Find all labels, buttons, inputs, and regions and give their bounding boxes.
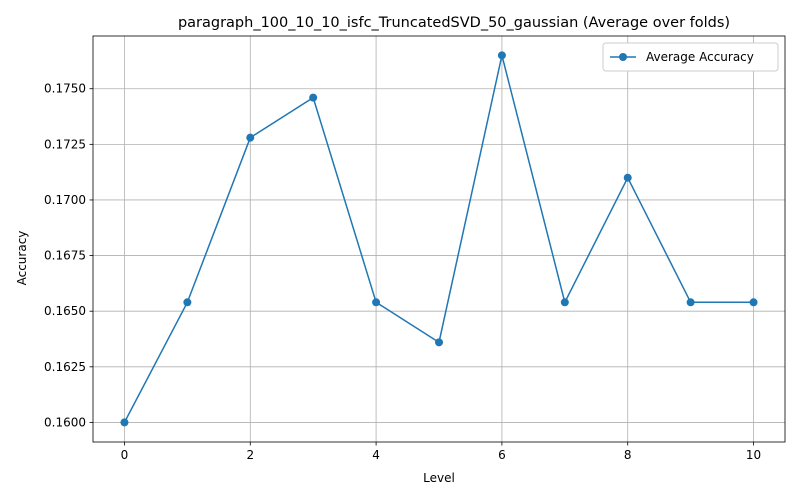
y-tick-label: 0.1650 [44, 304, 86, 318]
x-axis-title: Level [423, 471, 455, 485]
data-point [372, 298, 381, 307]
x-tick-label: 2 [246, 448, 254, 462]
data-point [623, 173, 632, 182]
data-series [120, 51, 758, 427]
y-tick-label: 0.1725 [44, 137, 86, 151]
x-tick-label: 4 [372, 448, 380, 462]
legend: Average Accuracy [602, 42, 779, 72]
legend-label: Average Accuracy [646, 50, 754, 64]
data-point [749, 298, 758, 307]
data-point [686, 298, 695, 307]
grid-lines [93, 36, 785, 442]
x-tick-label: 0 [121, 448, 129, 462]
data-point [497, 51, 506, 60]
x-tick-label: 8 [624, 448, 632, 462]
axis-ticks: 0 2 4 6 8 10 0.1600 0.1625 0.1650 0.1675 0.1700 0.1… [44, 82, 761, 462]
legend-box [602, 42, 779, 72]
data-point [435, 338, 443, 347]
y-tick-label: 0.1675 [44, 249, 86, 263]
y-tick-label: 0.1625 [44, 360, 86, 374]
data-point [309, 93, 318, 102]
data-point [183, 298, 192, 307]
y-tick-label: 0.1750 [44, 82, 86, 96]
y-tick-label: 0.1700 [44, 193, 86, 207]
chart-title: paragraph_100_10_10_isfc_TruncatedSVD_50… [178, 15, 730, 31]
data-point [560, 298, 569, 307]
legend-marker-swatch [619, 53, 627, 61]
y-axis-title: Accuracy [15, 231, 29, 286]
y-tick-label: 0.1600 [44, 415, 86, 429]
x-tick-label: 10 [746, 448, 761, 462]
x-tick-label: 6 [498, 448, 506, 462]
data-point [246, 133, 255, 142]
plot-area-frame [92, 35, 786, 443]
data-point [120, 418, 129, 427]
